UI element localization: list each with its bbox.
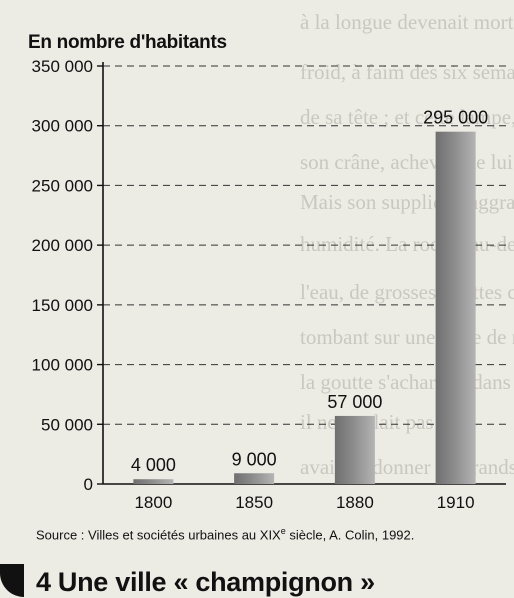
y-tick-label: 150 000	[32, 296, 93, 315]
bar-1910	[435, 131, 476, 484]
x-tick-label-1910: 1910	[437, 493, 475, 512]
bar-1800	[133, 479, 174, 484]
bar-1880	[334, 415, 375, 484]
y-tick-label: 350 000	[32, 57, 93, 76]
bar-chart: 0 50 000 100 000 150 000 200 000 250 000 300 0…	[32, 57, 506, 512]
y-axis-tick-labels: 0 50 000 100 000 150 000 200 000 250 000 300 0…	[32, 57, 93, 494]
bars	[133, 131, 476, 484]
y-axis-title: En nombre d'habitants	[28, 32, 227, 53]
value-label-1850: 9 000	[232, 449, 277, 469]
x-tick-label-1800: 1800	[134, 493, 172, 512]
y-tick-label: 50 000	[41, 415, 93, 434]
source-note: Source : Villes et sociétés urbaines au …	[36, 526, 415, 543]
y-tick-label: 100 000	[32, 356, 93, 375]
bar-1850	[234, 473, 275, 484]
value-label-1880: 57 000	[327, 392, 382, 412]
x-tick-label-1880: 1880	[336, 493, 374, 512]
value-label-1910: 295 000	[423, 108, 488, 128]
y-tick-label: 250 000	[32, 176, 93, 195]
figure-caption-block: 4 Une ville « champignon »	[0, 564, 514, 597]
figure-caption: 4 Une ville « champignon »	[36, 567, 375, 597]
caption-marker	[0, 564, 24, 597]
x-tick-label-1850: 1850	[235, 493, 273, 512]
y-tick-label: 0	[84, 475, 93, 494]
x-axis-tick-labels: 1800 1850 1880 1910	[134, 493, 474, 512]
y-tick-label: 200 000	[32, 236, 93, 255]
value-label-1800: 4 000	[131, 455, 176, 475]
y-tick-label: 300 000	[32, 117, 93, 136]
value-labels: 4 000 9 000 57 000 295 000	[131, 108, 488, 476]
